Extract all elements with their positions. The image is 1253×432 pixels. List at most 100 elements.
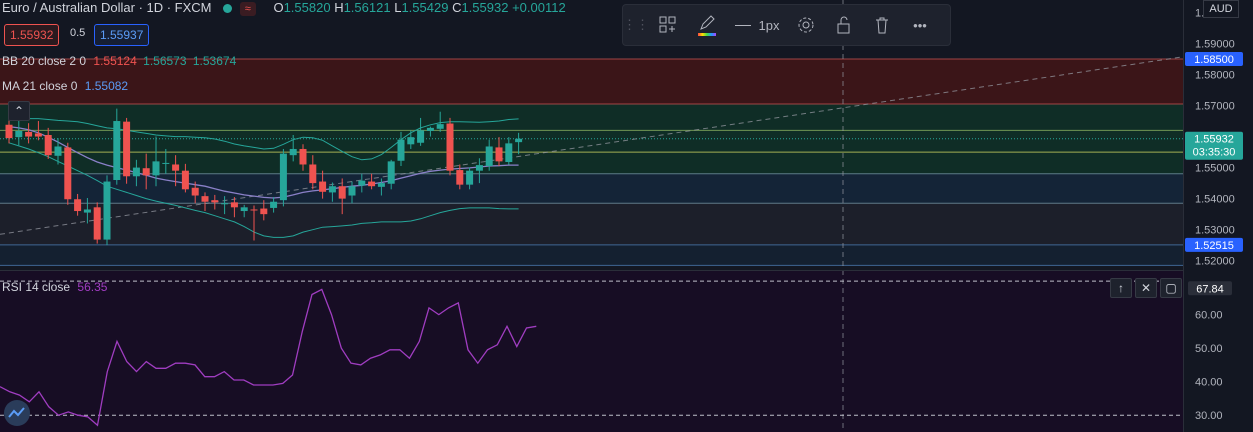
candle-body bbox=[211, 200, 219, 203]
ma-label: MA 21 close 0 bbox=[2, 79, 78, 93]
close-icon: ✕ bbox=[1140, 281, 1152, 295]
candle-body bbox=[495, 147, 503, 162]
candle bbox=[289, 135, 297, 162]
candle-body bbox=[172, 164, 180, 171]
unlock-icon bbox=[837, 16, 850, 34]
candle bbox=[309, 155, 317, 190]
close-pane-button[interactable]: ✕ bbox=[1135, 278, 1157, 298]
maximize-pane-button[interactable]: ▢ bbox=[1160, 278, 1182, 298]
rsi-tick-label: 60.00 bbox=[1195, 310, 1223, 322]
candle bbox=[132, 159, 140, 187]
candle-body bbox=[426, 127, 434, 131]
settings-button[interactable] bbox=[787, 5, 825, 45]
candle-body bbox=[397, 139, 405, 161]
ma-value: 1.55082 bbox=[84, 79, 129, 93]
bb-legend[interactable]: BB 20 close 2 0 1.55124 1.56573 1.53674 bbox=[2, 53, 236, 70]
candle bbox=[250, 205, 258, 241]
gear-icon bbox=[798, 17, 814, 33]
ma-line bbox=[8, 125, 519, 199]
candle bbox=[152, 136, 160, 187]
candle bbox=[54, 138, 62, 165]
ma-legend[interactable]: MA 21 close 0 1.55082 bbox=[2, 78, 128, 95]
candle bbox=[466, 167, 474, 190]
move-pane-up-button[interactable]: ↑ bbox=[1110, 278, 1132, 298]
candle-body bbox=[319, 181, 327, 192]
line-width-button[interactable]: 1px bbox=[727, 5, 787, 45]
rsi-legend[interactable]: RSI 14 close 56.35 bbox=[2, 279, 107, 296]
spread-value: 0.5 bbox=[70, 27, 86, 39]
lower-level-tag: 1.52515 bbox=[1194, 240, 1234, 252]
candle-body bbox=[377, 183, 385, 187]
ohlc-change: +0.00112 bbox=[512, 0, 566, 15]
arrow-up-icon: ↑ bbox=[1118, 281, 1124, 295]
candle bbox=[328, 182, 336, 202]
candle bbox=[103, 175, 111, 246]
candle-body bbox=[515, 138, 523, 143]
add-template-button[interactable] bbox=[649, 5, 687, 45]
candle bbox=[162, 148, 170, 174]
candle-body bbox=[485, 146, 493, 167]
ohlc-high: H1.56121 bbox=[334, 0, 391, 15]
trash-icon bbox=[876, 17, 888, 34]
candle-body bbox=[456, 170, 464, 185]
candle bbox=[270, 197, 278, 213]
bb-basis-value: 1.55124 bbox=[93, 54, 137, 68]
price-tick-label: 1.58000 bbox=[1195, 69, 1235, 81]
more-dots-icon: ••• bbox=[913, 17, 927, 33]
color-swatch bbox=[698, 32, 716, 36]
price-tick-label: 1.57000 bbox=[1195, 101, 1235, 113]
candle-body bbox=[221, 203, 229, 205]
candle bbox=[74, 193, 82, 216]
candle bbox=[201, 192, 209, 212]
zone-gray bbox=[0, 203, 1183, 245]
lower-level-tag-bg bbox=[1185, 237, 1243, 252]
collapse-legend-button[interactable]: ⌃ bbox=[8, 101, 30, 121]
candle bbox=[446, 117, 454, 176]
candle-body bbox=[505, 143, 513, 162]
candle-body bbox=[279, 153, 287, 201]
bb-upper-line bbox=[9, 117, 519, 161]
candle-body bbox=[25, 131, 33, 137]
candle-body bbox=[299, 148, 307, 165]
candle bbox=[172, 155, 180, 187]
countdown-tag: 03:35:30 bbox=[1193, 147, 1236, 159]
sell-button[interactable]: 1.55932 bbox=[4, 24, 60, 46]
more-button[interactable]: ••• bbox=[901, 5, 939, 45]
last-price-tag: 1.55932 bbox=[1194, 134, 1234, 146]
bb-label: BB 20 close 2 0 bbox=[2, 54, 87, 68]
line-color-button[interactable] bbox=[687, 5, 727, 45]
candle bbox=[191, 181, 199, 204]
flag-icon[interactable]: ≈ bbox=[239, 1, 256, 16]
app-logo[interactable] bbox=[4, 400, 30, 426]
rsi-tick-label: 40.00 bbox=[1195, 377, 1223, 389]
trend-line bbox=[0, 56, 1184, 235]
bb-lower-value: 1.53674 bbox=[192, 54, 237, 68]
delete-button[interactable] bbox=[863, 5, 901, 45]
market-open-icon bbox=[223, 4, 233, 14]
candle bbox=[417, 117, 425, 146]
candle-body bbox=[250, 209, 258, 211]
lock-button[interactable] bbox=[825, 5, 863, 45]
candle bbox=[456, 164, 464, 190]
candle-body bbox=[181, 170, 189, 190]
bb-lower-line bbox=[8, 142, 519, 238]
rsi-pane-background bbox=[0, 271, 1183, 432]
candle bbox=[368, 173, 376, 190]
price-tick-label: 1.52000 bbox=[1195, 256, 1235, 268]
line-width-label: 1px bbox=[758, 17, 780, 33]
currency-button[interactable]: AUD bbox=[1203, 0, 1239, 18]
logo-icon bbox=[8, 407, 25, 418]
rsi-tick-label: 50.00 bbox=[1195, 343, 1223, 355]
candle bbox=[436, 111, 444, 132]
zone-blue bbox=[0, 173, 1183, 204]
pencil-icon bbox=[700, 14, 715, 30]
candle-body bbox=[230, 202, 238, 208]
candle bbox=[426, 126, 434, 137]
drag-handle-icon[interactable]: ⋮⋮ bbox=[623, 17, 649, 32]
candle bbox=[495, 137, 503, 167]
candle-body bbox=[475, 165, 483, 171]
candle-body bbox=[34, 133, 42, 137]
buy-button[interactable]: 1.55937 bbox=[94, 24, 150, 46]
candle bbox=[505, 137, 513, 165]
